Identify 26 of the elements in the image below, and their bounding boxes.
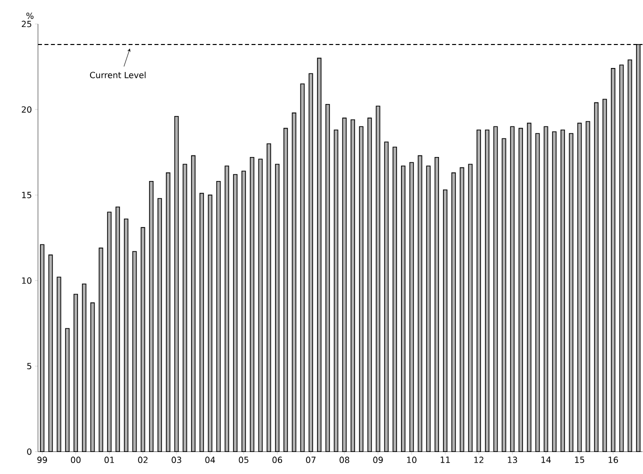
x-tick-label: 04 [205, 456, 215, 464]
y-tick-label: 0 [27, 448, 32, 456]
x-tick-label: 12 [474, 456, 484, 464]
legend-label: Current Level [90, 72, 146, 78]
x-tick-label: 13 [508, 456, 518, 464]
y-tick-label: 15 [22, 192, 32, 198]
y-tick-label: 5 [27, 363, 32, 370]
y-tick-label: 25 [22, 20, 32, 28]
x-tick-label: 00 [70, 456, 81, 464]
x-tick-label: 11 [440, 456, 450, 464]
x-tick-label: 07 [306, 456, 316, 464]
x-tick-label: 15 [575, 456, 584, 464]
x-tick-label: 14 [541, 456, 551, 464]
x-tick-label: 10 [407, 456, 416, 464]
y-tick-label: 20 [22, 106, 32, 113]
y-tick-label: 10 [22, 278, 32, 284]
x-tick-label: 03 [172, 456, 182, 464]
x-tick-label: 16 [608, 456, 618, 464]
x-tick-label: 99 [37, 456, 47, 464]
x-tick-label: 01 [104, 456, 114, 464]
x-tick-label: 09 [373, 456, 383, 464]
x-tick-label: 06 [272, 456, 282, 464]
x-tick-label: 02 [138, 456, 148, 464]
x-tick-label: 05 [238, 456, 248, 464]
x-tick-label: 08 [340, 456, 350, 464]
y-axis-title: % [26, 12, 34, 20]
